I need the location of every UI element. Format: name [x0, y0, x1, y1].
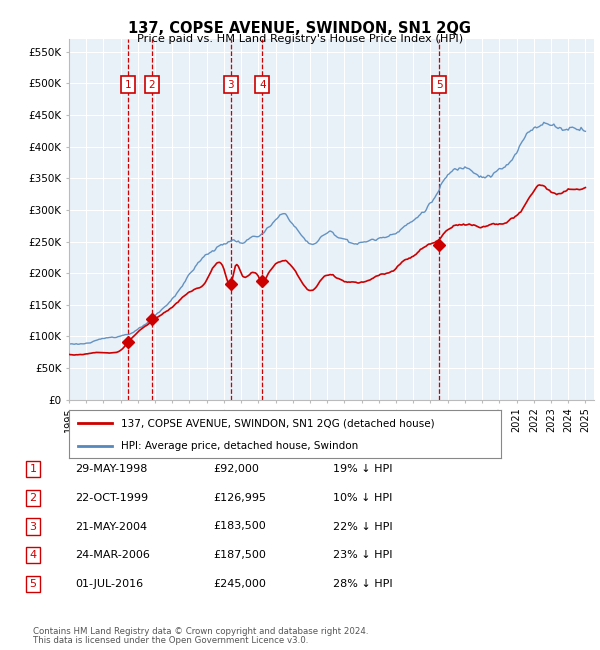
Text: 1: 1 [29, 464, 37, 474]
Text: 01-JUL-2016: 01-JUL-2016 [75, 578, 143, 589]
Text: 24-MAR-2006: 24-MAR-2006 [75, 550, 150, 560]
Text: 19% ↓ HPI: 19% ↓ HPI [333, 464, 392, 474]
Text: 22-OCT-1999: 22-OCT-1999 [75, 493, 148, 503]
Text: £92,000: £92,000 [213, 464, 259, 474]
Text: £187,500: £187,500 [213, 550, 266, 560]
Text: 1: 1 [125, 79, 131, 90]
Text: £183,500: £183,500 [213, 521, 266, 532]
Text: 4: 4 [259, 79, 266, 90]
Text: Price paid vs. HM Land Registry's House Price Index (HPI): Price paid vs. HM Land Registry's House … [137, 34, 463, 44]
Text: Contains HM Land Registry data © Crown copyright and database right 2024.: Contains HM Land Registry data © Crown c… [33, 627, 368, 636]
Text: 137, COPSE AVENUE, SWINDON, SN1 2QG (detached house): 137, COPSE AVENUE, SWINDON, SN1 2QG (det… [121, 418, 434, 428]
Text: This data is licensed under the Open Government Licence v3.0.: This data is licensed under the Open Gov… [33, 636, 308, 645]
Text: 23% ↓ HPI: 23% ↓ HPI [333, 550, 392, 560]
Text: 29-MAY-1998: 29-MAY-1998 [75, 464, 148, 474]
Text: 28% ↓ HPI: 28% ↓ HPI [333, 578, 392, 589]
Text: 5: 5 [436, 79, 442, 90]
Text: 2: 2 [148, 79, 155, 90]
Text: £245,000: £245,000 [213, 578, 266, 589]
Text: 5: 5 [29, 578, 37, 589]
Text: 22% ↓ HPI: 22% ↓ HPI [333, 521, 392, 532]
Text: 3: 3 [227, 79, 234, 90]
Text: 21-MAY-2004: 21-MAY-2004 [75, 521, 147, 532]
Text: HPI: Average price, detached house, Swindon: HPI: Average price, detached house, Swin… [121, 441, 358, 451]
Text: 137, COPSE AVENUE, SWINDON, SN1 2QG: 137, COPSE AVENUE, SWINDON, SN1 2QG [128, 21, 472, 36]
Text: 2: 2 [29, 493, 37, 503]
Text: 4: 4 [29, 550, 37, 560]
Text: 10% ↓ HPI: 10% ↓ HPI [333, 493, 392, 503]
Text: 3: 3 [29, 521, 37, 532]
Text: £126,995: £126,995 [213, 493, 266, 503]
